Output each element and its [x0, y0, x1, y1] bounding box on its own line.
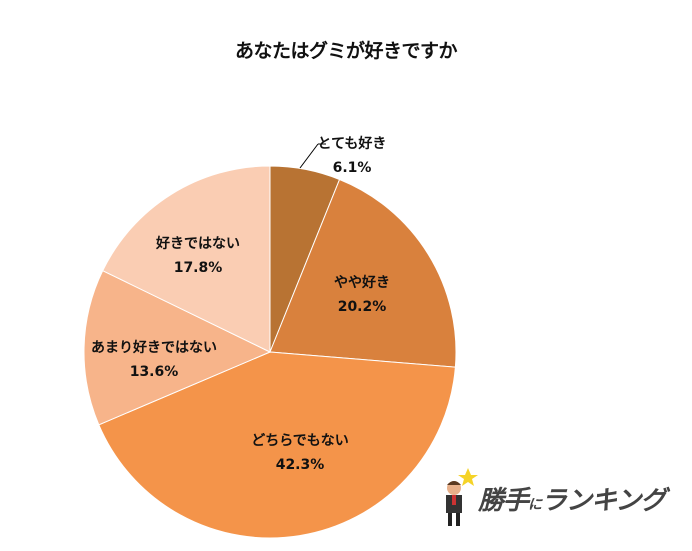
leader-line — [299, 143, 319, 169]
label-name: とても好き — [317, 136, 387, 152]
label-name: 好きではない — [156, 236, 240, 252]
pie-slice — [83, 270, 272, 426]
pie-slice — [102, 165, 271, 353]
pie-slice — [98, 351, 456, 539]
slice-label-somewhat-like: やや好き 20.2% — [334, 271, 390, 319]
logo-ni: に — [528, 497, 542, 513]
label-pct: 13.6% — [129, 364, 179, 380]
chart-title: あなたはグミが好きですか — [234, 40, 458, 62]
label-pct: 17.8% — [173, 260, 223, 276]
pie-slice — [269, 178, 457, 368]
mascot-icon — [446, 468, 478, 526]
label-name: あまり好きではない — [91, 340, 217, 356]
logo-main: 勝手 — [478, 486, 529, 516]
label-pct: 20.2% — [337, 299, 387, 315]
slice-label-not-really: あまり好きではない 13.6% — [91, 336, 217, 384]
slice-label-dislike: 好きではない 17.8% — [156, 232, 240, 280]
label-pct: 6.1% — [332, 160, 372, 176]
label-name: どちらでもない — [251, 433, 349, 449]
slice-label-neutral: どちらでもない 42.3% — [251, 429, 349, 477]
slice-label-very-like: とても好き 6.1% — [318, 132, 387, 180]
label-name: やや好き — [334, 275, 390, 291]
logo-rest: ランキング — [541, 486, 666, 516]
label-pct: 42.3% — [275, 457, 325, 473]
site-logo: 勝手にランキング — [438, 468, 678, 528]
logo-text: 勝手にランキング — [478, 480, 666, 517]
